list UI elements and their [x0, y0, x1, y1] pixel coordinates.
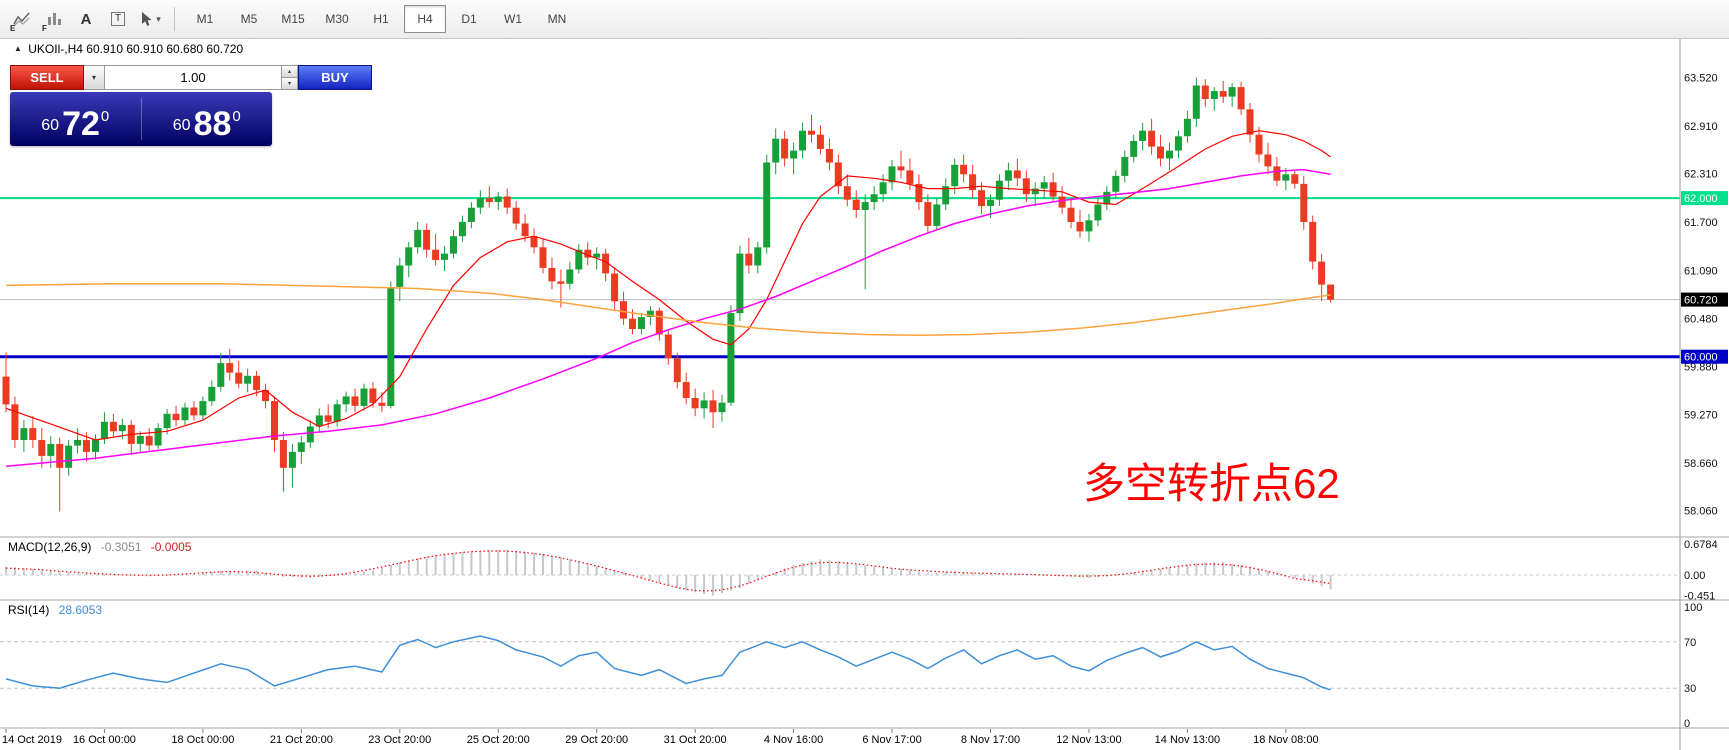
svg-text:62.000: 62.000 [1684, 193, 1718, 205]
rsi-line [5, 635, 1331, 691]
toolbar-separator [174, 7, 175, 31]
svg-text:60.000: 60.000 [1684, 352, 1718, 364]
volume-stepper: ▴ ▾ [282, 65, 298, 90]
time-axis-label: 14 Oct 2019 [2, 734, 62, 746]
price-axis-label: 58.060 [1684, 506, 1718, 518]
buy-button[interactable]: BUY [298, 65, 372, 90]
macd-axis-label: 0.00 [1684, 570, 1705, 582]
time-axis-label: 12 Nov 13:00 [1056, 734, 1121, 746]
macd-main-value: -0.3051 [100, 540, 142, 554]
time-axis-label: 16 Oct 00:00 [73, 734, 136, 746]
chart-text-annotation: 多空转折点62 [1083, 460, 1340, 507]
timeframe-h1[interactable]: H1 [373, 12, 389, 26]
macd-label: MACD(12,26,9) -0.3051 -0.0005 [8, 540, 192, 554]
bid-ask-display: 60 72 0 60 88 0 [10, 92, 272, 146]
rsi-value: 28.6053 [58, 603, 103, 617]
indicators-button[interactable]: E [7, 4, 37, 34]
timeframe-d1[interactable]: D1 [461, 12, 477, 26]
panel-separator[interactable] [0, 598, 1729, 603]
price-axis-label: 59.880 [1684, 361, 1718, 373]
time-axis-label: 23 Oct 20:00 [368, 734, 431, 746]
price-axis-label: 63.520 [1684, 73, 1718, 85]
volume-down-button[interactable]: ▾ [282, 78, 297, 89]
macd-signal-value: -0.0005 [150, 540, 192, 554]
price-axis-label: 58.660 [1684, 458, 1718, 470]
chevron-down-icon: ▾ [156, 13, 161, 24]
label-tool-button[interactable]: A [80, 10, 92, 28]
sell-price: 60 72 0 [41, 105, 110, 144]
panel-separator[interactable] [0, 535, 1729, 540]
rsi-axis-label: 70 [1684, 637, 1696, 649]
time-axis-label: 14 Nov 13:00 [1155, 734, 1220, 746]
ma-fast-red [5, 130, 1331, 441]
volume-up-button[interactable]: ▴ [282, 66, 297, 78]
svg-text:60.720: 60.720 [1684, 295, 1718, 307]
chart-ohlc-header: ▲ UKOIl-,H4 60.910 60.910 60.680 60.720 [14, 42, 243, 56]
cursor-tool-button[interactable]: ▾ [135, 4, 165, 34]
bar-chart-button[interactable]: F [39, 4, 69, 34]
price-axis-label: 59.270 [1684, 410, 1718, 422]
time-axis-label: 31 Oct 20:00 [664, 734, 727, 746]
timeframe-w1[interactable]: W1 [504, 12, 522, 26]
timeframe-group: M1 M5 M15 M30 H1 H4 D1 W1 MN [183, 5, 579, 33]
badge-f: F [42, 24, 47, 33]
price-axis-label: 61.090 [1684, 265, 1718, 277]
ma-mid-magenta [5, 168, 1331, 467]
volume-input[interactable] [105, 65, 282, 90]
chart-canvas[interactable]: 63.520 62.910 62.310 61.700 61.090 60.480 59.8… [0, 39, 1729, 750]
chevron-down-icon: ▾ [91, 73, 96, 82]
timeframe-m15[interactable]: M15 [281, 12, 305, 26]
rsi-axis-label: 30 [1684, 683, 1696, 695]
ma-slow-orange [5, 283, 1331, 337]
rsi-label: RSI(14) 28.6053 [8, 603, 103, 617]
zigzag-chart-icon [13, 12, 30, 27]
price-badge [1681, 191, 1728, 206]
timeframe-h4[interactable]: H4 [404, 5, 446, 33]
buy-price: 60 88 0 [172, 105, 241, 144]
rsi-axis-label: 100 [1684, 602, 1702, 614]
chart-root: 63.520 62.910 62.310 61.700 61.090 60.480 59.8… [0, 39, 1729, 750]
price-axis-label: 60.480 [1684, 314, 1718, 326]
one-click-trading-panel: SELL ▾ ▴ ▾ BUY 60 72 0 60 88 0 [10, 65, 372, 146]
price-axis-label: 61.700 [1684, 217, 1718, 229]
time-axis-label: 18 Nov 08:00 [1253, 734, 1318, 746]
price-badge [1681, 349, 1728, 364]
time-axis[interactable] [0, 729, 1680, 750]
time-axis-label: 6 Nov 17:00 [862, 734, 921, 746]
time-axis-label: 29 Oct 20:00 [565, 734, 628, 746]
price-axis[interactable] [1680, 39, 1729, 729]
time-axis-label: 18 Oct 00:00 [171, 734, 234, 746]
timeframe-m5[interactable]: M5 [240, 12, 258, 26]
symbol-marker-icon: ▲ [14, 44, 22, 53]
time-axis-label: 8 Nov 17:00 [961, 734, 1020, 746]
time-axis-label: 25 Oct 20:00 [467, 734, 530, 746]
text-tool-button[interactable]: T [103, 4, 133, 34]
ohlc-values: 60.910 60.910 60.680 60.720 [86, 42, 244, 56]
timeframe-m1[interactable]: M1 [196, 12, 214, 26]
symbol-timeframe: UKOIl-,H4 [28, 42, 83, 56]
time-axis-label: 4 Nov 16:00 [764, 734, 823, 746]
time-axis-label: 21 Oct 20:00 [270, 734, 333, 746]
macd-signal-line [5, 550, 1331, 592]
bars-icon [48, 13, 61, 25]
macd-axis-label: 0.6784 [1684, 539, 1718, 551]
toolbar: E F A T ▾ M1 M5 M15 M30 H1 H4 D1 W1 MN [0, 0, 1729, 39]
price-axis-label: 62.310 [1684, 169, 1718, 181]
price-badge [1681, 292, 1728, 307]
macd-axis-label: -0.451 [1684, 591, 1715, 603]
price-divider [140, 98, 142, 140]
badge-e: E [10, 24, 16, 33]
rsi-axis-label: 0 [1684, 718, 1690, 730]
price-axis-label: 62.910 [1684, 121, 1718, 133]
sell-button[interactable]: SELL [10, 65, 84, 90]
timeframe-mn[interactable]: MN [547, 12, 567, 26]
cursor-icon [142, 12, 152, 26]
timeframe-m30[interactable]: M30 [325, 12, 349, 26]
volume-dropdown-button[interactable]: ▾ [84, 65, 105, 90]
